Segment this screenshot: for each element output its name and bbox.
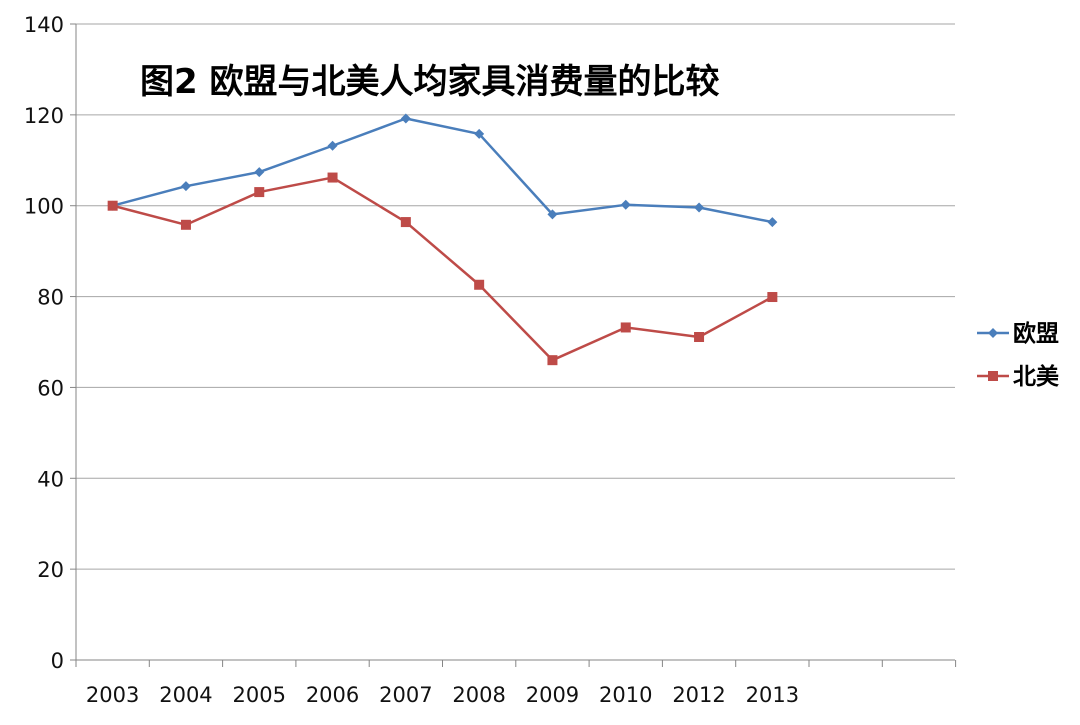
y-tick-label: 60 [37,376,64,400]
data-point [400,113,411,124]
x-tick-label: 2006 [306,683,359,707]
x-tick-label: 2003 [86,683,139,707]
data-point [767,217,778,228]
series-group [107,113,778,366]
x-tick-label: 2010 [599,683,652,707]
gridlines [76,23,955,570]
x-tick-label: 2012 [672,683,725,707]
series-line [112,176,773,362]
series-2 [107,172,778,366]
data-point [254,167,265,178]
y-tick-label: 120 [24,104,64,128]
legend-label: 欧盟 [1013,321,1059,347]
data-point [694,332,705,343]
data-point [107,200,118,211]
data-point [327,172,338,183]
x-tick-label: 2007 [379,683,432,707]
legend-marker [988,328,998,338]
axes: 0 20 40 60 80 100 120 140 2003 2004 2005 2006 2007 20… [24,13,957,707]
data-point [620,322,631,333]
legend-marker [988,371,998,381]
series-1 [107,113,778,228]
y-tick-label: 40 [37,467,64,491]
legend-item: 北美 [977,363,1059,390]
x-tick-label: 2005 [233,683,286,707]
y-tick-label: 20 [37,558,64,582]
data-point [180,181,191,192]
data-point [400,217,411,228]
data-point [474,128,485,139]
x-tick-label: 2008 [452,683,505,707]
y-tick-label: 80 [37,286,64,310]
data-point [547,355,558,366]
y-tick-label: 140 [24,13,64,37]
legend-item: 欧盟 [977,321,1059,347]
legend-label: 北美 [1013,363,1059,390]
data-point [474,279,485,290]
data-point [180,219,191,230]
chart-title: 图2 欧盟与北美人均家具消费量的比较 [140,62,720,102]
data-point [620,199,631,210]
data-point [254,187,265,198]
x-tick-label: 2004 [159,683,212,707]
series-line [112,117,773,224]
data-point [767,292,778,303]
x-tick-label: 2009 [526,683,579,707]
y-tick-label: 0 [51,649,64,673]
data-point [327,140,338,151]
data-point [694,202,705,213]
y-tick-label: 100 [24,195,64,219]
data-point [547,209,558,220]
x-tick-label: 2013 [746,683,799,707]
